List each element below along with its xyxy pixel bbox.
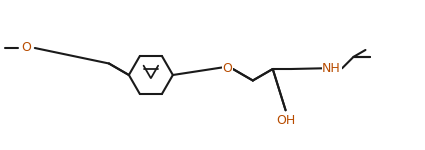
Text: O: O (21, 42, 31, 54)
Text: OH: OH (276, 114, 295, 127)
Text: O: O (222, 62, 232, 75)
Text: NH: NH (322, 62, 341, 75)
